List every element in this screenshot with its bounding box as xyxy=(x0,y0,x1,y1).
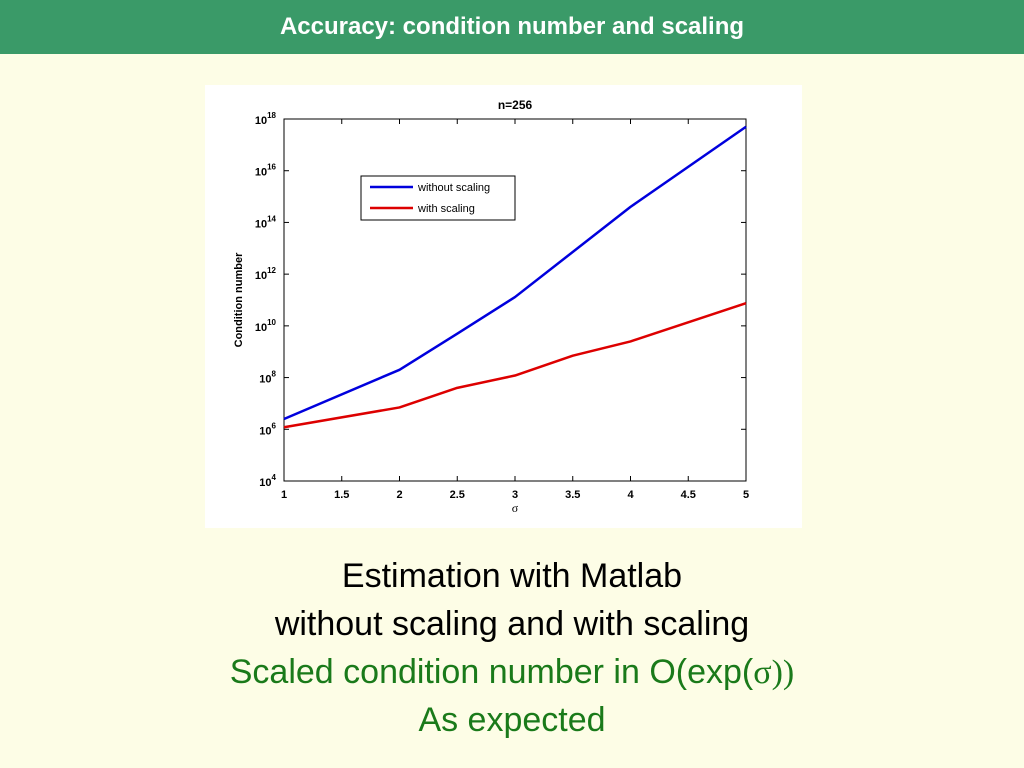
x-tick-label: 1.5 xyxy=(334,489,349,501)
x-tick-label: 5 xyxy=(743,489,749,501)
y-tick-label: 108 xyxy=(259,370,276,386)
y-axis-label: Condition number xyxy=(233,252,245,347)
x-tick-label: 4 xyxy=(627,489,634,501)
x-tick-label: 4.5 xyxy=(681,489,696,501)
plot-area xyxy=(283,118,747,482)
caption-line-4: As expected xyxy=(418,701,606,739)
y-tick-label: 1016 xyxy=(255,163,277,179)
x-tick-label: 3.5 xyxy=(565,489,580,501)
legend-box xyxy=(360,175,516,221)
y-tick-label: 1010 xyxy=(255,318,277,334)
x-tick-label: 3 xyxy=(512,489,518,501)
legend-label: with scaling xyxy=(417,203,475,215)
series-line-0 xyxy=(283,125,747,421)
y-tick-label: 104 xyxy=(259,473,276,489)
caption-line-3-text: Scaled condition number in O(exp( xyxy=(229,653,754,691)
x-tick-label: 2.5 xyxy=(450,489,465,501)
x-tick-label: 2 xyxy=(396,489,402,501)
caption-sigma: σ)) xyxy=(753,654,795,691)
x-axis-label: σ xyxy=(512,501,519,515)
condition-number-chart: n=256 1 1.5 2 2.5 3 3.5 4 4.5 5 104 106 108 1010 1012 1… xyxy=(233,98,749,515)
legend-label: without scaling xyxy=(417,182,490,194)
y-tick-label: 1012 xyxy=(255,266,277,282)
chart-title: n=256 xyxy=(498,98,533,112)
x-tick-label: 1 xyxy=(281,489,287,501)
caption-line-2: without scaling and with scaling xyxy=(274,605,750,643)
caption-line-3: Scaled condition number in O(exp(σ)) xyxy=(0,652,1024,693)
slide-title: Accuracy: condition number and scaling xyxy=(0,0,1024,54)
caption-line-1: Estimation with Matlab xyxy=(341,557,683,595)
figure-panel: n=256 1 1.5 2 2.5 3 3.5 4 4.5 5 104 106 108 1010 1012 1… xyxy=(205,85,802,528)
series-line-1 xyxy=(283,302,747,429)
y-tick-label: 106 xyxy=(259,421,276,437)
y-tick-label: 1014 xyxy=(255,214,277,230)
y-tick-label: 1018 xyxy=(255,111,277,127)
